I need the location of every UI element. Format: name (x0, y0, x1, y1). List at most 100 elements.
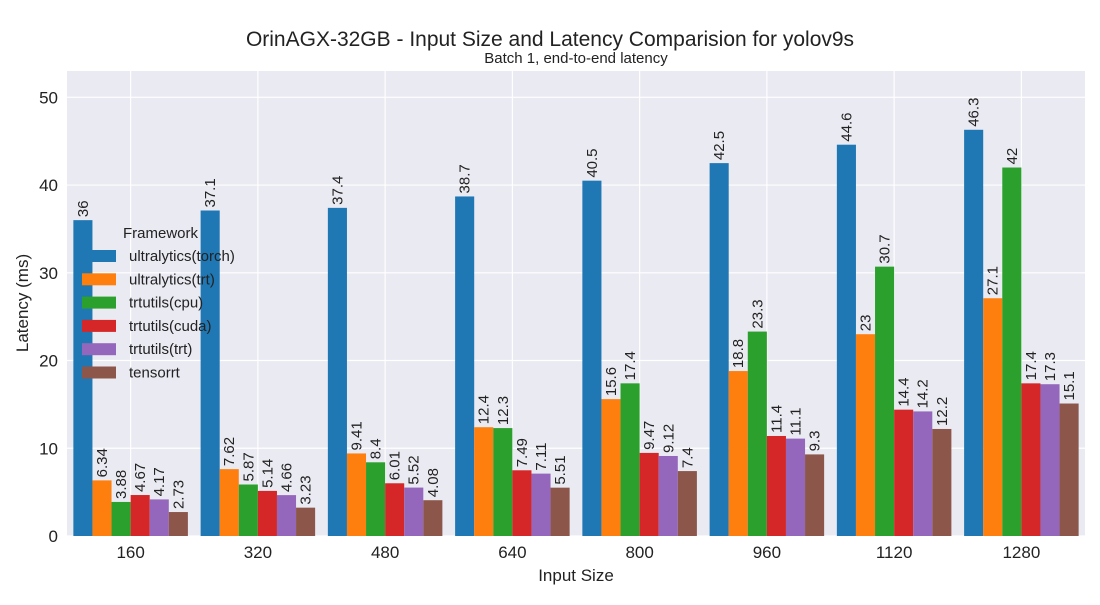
legend-swatch (82, 273, 116, 286)
bar-value-label: 7.4 (679, 447, 696, 468)
bar-value-label: 12.4 (476, 395, 493, 424)
chart-subtitle: Batch 1, end-to-end latency (484, 50, 668, 67)
bar-value-label: 8.4 (368, 438, 385, 459)
bar-value-label: 42 (1004, 148, 1021, 165)
bar (168, 512, 188, 536)
bar-value-label: 5.14 (259, 459, 276, 488)
bar (639, 452, 659, 536)
bar (531, 473, 551, 536)
bar-value-label: 40.5 (584, 148, 601, 177)
bar-value-label: 27.1 (985, 266, 1002, 295)
chart-title: OrinAGX-32GB - Input Size and Latency Co… (246, 28, 854, 51)
bar (805, 454, 825, 536)
bar (474, 427, 494, 536)
bar-value-label: 4.67 (132, 463, 149, 492)
bar (983, 298, 1003, 536)
legend-entry: trtutils(trt) (129, 341, 192, 358)
legend-swatch (82, 343, 116, 356)
bar-value-label: 9.3 (807, 431, 824, 452)
bar (964, 129, 984, 536)
legend-entry: ultralytics(trt) (129, 271, 215, 288)
bar (296, 507, 316, 536)
bar-value-label: 4.17 (151, 467, 168, 496)
bar (404, 487, 424, 536)
y-axis-label: Latency (ms) (13, 254, 32, 352)
bar (913, 411, 933, 536)
bar-value-label: 3.23 (298, 475, 315, 504)
bar-value-label: 17.4 (1023, 351, 1040, 380)
legend-swatch (82, 366, 116, 379)
bar-value-label: 18.8 (730, 339, 747, 368)
bar-value-label: 4.66 (279, 463, 296, 492)
bar (1059, 403, 1079, 536)
bar-value-label: 12.2 (934, 397, 951, 426)
bar (620, 383, 640, 536)
bar (932, 428, 952, 536)
bar-value-label: 23.3 (749, 299, 766, 328)
bar-value-label: 30.7 (877, 234, 894, 263)
y-tick-label: 30 (39, 264, 58, 283)
x-tick-label: 480 (371, 543, 399, 562)
y-tick-label: 20 (39, 352, 58, 371)
bar (493, 428, 513, 536)
bar (276, 495, 297, 536)
y-tick-label: 0 (49, 527, 58, 546)
bar (1040, 384, 1060, 536)
bar (512, 470, 532, 536)
bar (582, 180, 602, 537)
bar-value-label: 3.88 (113, 470, 130, 499)
bar-value-label: 36 (75, 200, 92, 217)
bar-value-label: 9.12 (660, 424, 677, 453)
legend-entry: tensorrt (129, 365, 181, 382)
legend-swatch (82, 250, 116, 262)
bar-value-label: 12.3 (495, 396, 512, 425)
bar (385, 483, 405, 536)
bar-value-label: 46.3 (966, 98, 983, 127)
bar-value-label: 11.1 (788, 408, 805, 436)
bar (875, 266, 895, 536)
bar-value-label: 37.4 (329, 176, 346, 205)
legend-entry: ultralytics(torch) (129, 248, 235, 265)
bar (130, 495, 150, 536)
legend-entry: trtutils(cpu) (129, 295, 203, 312)
bar-value-label: 7.49 (514, 438, 531, 467)
bar-value-label: 5.51 (552, 455, 569, 484)
bar-value-label: 6.34 (94, 448, 111, 477)
bar-value-label: 5.87 (240, 452, 257, 481)
x-tick-label: 960 (753, 543, 781, 562)
bar (785, 438, 806, 536)
bar (601, 399, 621, 536)
legend-swatch (82, 319, 116, 332)
bar-value-label: 15.1 (1061, 371, 1078, 400)
legend-entry: trtutils(cuda) (129, 318, 212, 335)
bar-value-label: 14.2 (915, 379, 932, 408)
bar-value-label: 9.47 (641, 421, 658, 450)
bar-value-label: 14.4 (896, 377, 913, 406)
bar-value-label: 2.73 (170, 480, 187, 509)
bar-value-label: 5.52 (406, 455, 423, 484)
bar (366, 462, 386, 536)
bar (658, 455, 678, 536)
bar (709, 163, 729, 537)
x-tick-label: 640 (498, 543, 526, 562)
bar-value-label: 17.3 (1042, 352, 1059, 381)
bar-value-label: 23 (857, 315, 874, 332)
bar (677, 471, 697, 536)
legend-title: Framework (123, 225, 199, 242)
x-axis-label: Input Size (538, 566, 614, 585)
legend: Framework ultralytics(torch) ultralytics(t… (82, 225, 235, 382)
bar (1002, 167, 1022, 536)
bar (111, 501, 131, 536)
y-tick-label: 50 (39, 88, 58, 107)
bar-value-label: 42.5 (711, 131, 728, 160)
bar (327, 207, 347, 536)
bar-value-label: 4.08 (425, 468, 442, 497)
x-tick-label: 1120 (876, 543, 913, 562)
bar (728, 371, 748, 536)
y-tick-label: 40 (39, 176, 58, 195)
bar (747, 331, 767, 536)
bar (92, 480, 112, 536)
bar (894, 409, 914, 536)
bar (257, 490, 277, 536)
